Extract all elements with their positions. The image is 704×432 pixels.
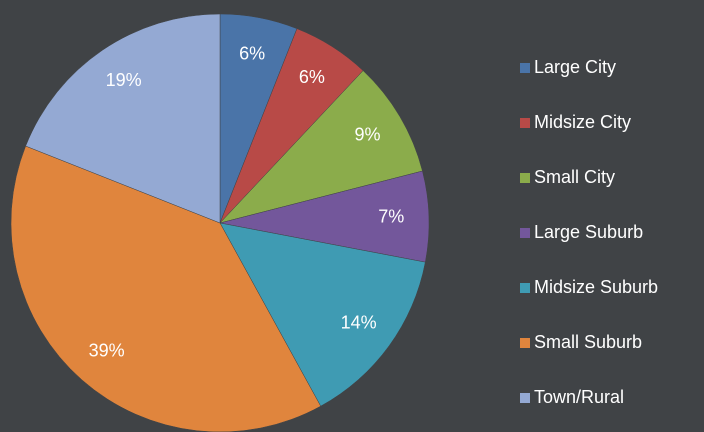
legend-swatch — [520, 393, 530, 403]
legend-swatch — [520, 338, 530, 348]
pie-slice — [219, 70, 423, 224]
data-label: 6% — [239, 43, 265, 63]
pie-slice — [10, 145, 322, 432]
data-label: 7% — [378, 206, 404, 226]
data-label: 14% — [341, 312, 377, 332]
pie-slice — [25, 13, 221, 224]
legend-swatch — [520, 173, 530, 183]
legend-label: Large City — [534, 57, 616, 77]
data-label: 39% — [89, 340, 125, 360]
legend-label: Small City — [534, 167, 615, 187]
data-label: 6% — [299, 67, 325, 87]
pie-slice — [219, 222, 426, 407]
legend-label: Midsize City — [534, 112, 631, 132]
legend-swatch — [520, 118, 530, 128]
legend-swatch — [520, 63, 530, 73]
legend-label: Midsize Suburb — [534, 277, 658, 297]
legend-label: Small Suburb — [534, 332, 642, 352]
legend-label: Large Suburb — [534, 222, 643, 242]
data-label: 9% — [355, 125, 381, 145]
legend-swatch — [520, 283, 530, 293]
data-label: 19% — [106, 70, 142, 90]
legend-label: Town/Rural — [534, 387, 624, 407]
legend-swatch — [520, 228, 530, 238]
